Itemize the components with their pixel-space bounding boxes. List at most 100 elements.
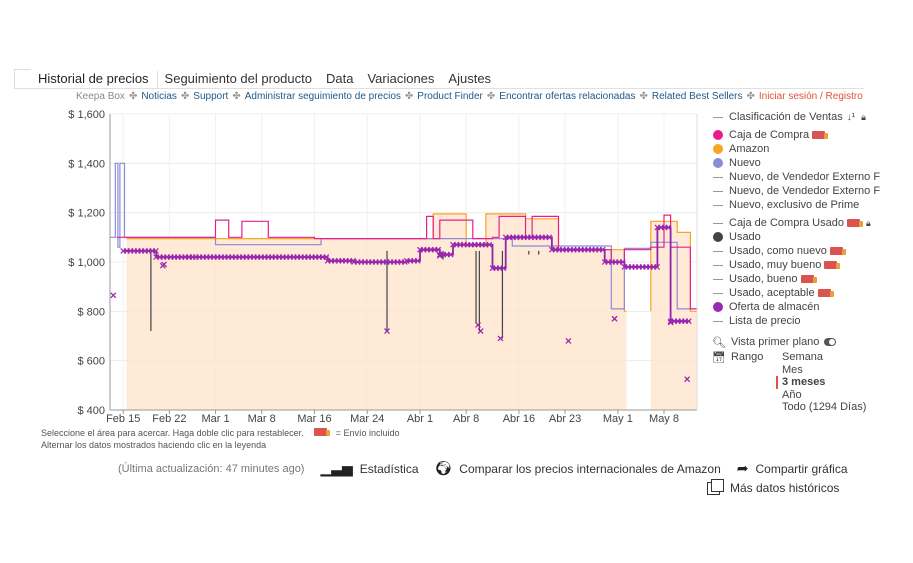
share-chart-button[interactable]: ➦ Compartir gráfica <box>737 460 848 477</box>
separator-icon: ✤ <box>128 91 138 102</box>
range-option[interactable]: 3 meses <box>776 376 866 389</box>
range-option[interactable]: Semana <box>782 351 823 363</box>
magnifier-icon: 🔍︎ <box>712 336 726 349</box>
legend-label: Usado, aceptable <box>729 287 815 299</box>
oferta-marker <box>477 328 484 335</box>
lock-icon: 🔒︎ <box>865 217 871 228</box>
calendar-icon: 📅︎ <box>712 352 726 364</box>
copy-icon <box>707 478 724 495</box>
y-tick-label: $ 1,200 <box>68 208 105 220</box>
legend-item[interactable]: Nuevo, de Vendedor Externo FBA <box>710 170 880 184</box>
separator-icon: ✤ <box>639 91 648 102</box>
legend-label: Usado, bueno <box>729 273 798 285</box>
link-product-finder[interactable]: Product Finder <box>417 91 483 102</box>
link-bar: Keepa Box ✤ Noticias ✤ Support ✤ Administrar s… <box>76 91 863 102</box>
separator-icon: ✤ <box>232 91 241 102</box>
legend-item[interactable]: Oferta de almacén <box>710 300 880 314</box>
oferta-marker <box>435 246 442 253</box>
legend-dot-icon <box>713 302 723 312</box>
link-administrar-seguimiento[interactable]: Administrar seguimiento de precios <box>244 91 401 102</box>
toggle-switch-icon[interactable] <box>824 338 837 346</box>
legend-item[interactable]: Nuevo, de Vendedor Externo FBM <box>710 184 880 198</box>
hint-shipping-text: = Envío incluido <box>335 428 400 438</box>
chart-hint-zoom: Seleccione el área para acercar. Haga do… <box>41 428 399 438</box>
truck-icon <box>846 219 863 227</box>
oferta-marker <box>110 292 117 299</box>
legend-line-icon <box>713 250 723 252</box>
range-option[interactable]: Mes <box>782 363 803 376</box>
legend-item[interactable]: Usado, aceptable <box>710 286 880 300</box>
legend-line-icon <box>713 190 723 192</box>
legend-label: Caja de Compra Usado <box>729 217 844 229</box>
x-tick-label: Mar 1 <box>201 413 229 425</box>
link-iniciar-sesion[interactable]: Iniciar sesión / Registro <box>758 91 863 102</box>
zoom-toggle[interactable]: 🔍︎ Vista primer plano <box>710 335 880 349</box>
legend-item[interactable]: Clasificación de Ventas ↓¹ 🔒︎ <box>710 110 880 124</box>
tab-data[interactable]: Data <box>325 71 354 86</box>
truck-icon <box>824 261 841 269</box>
legend-label: Oferta de almacén <box>729 301 820 313</box>
legend-label: Lista de precio <box>729 315 801 327</box>
oferta-marker <box>384 328 390 335</box>
link-noticias[interactable]: Noticias <box>141 91 177 102</box>
chart-actions: (Última actualización: 47 minutes ago) ▁… <box>118 460 848 477</box>
legend-line-icon <box>713 116 723 118</box>
legend-item[interactable]: Lista de precio <box>710 314 880 328</box>
oferta-marker <box>436 252 443 259</box>
legend-label: Nuevo, de Vendedor Externo FBA <box>729 171 880 183</box>
tab-ajustes[interactable]: Ajustes <box>448 71 492 86</box>
separator-icon: ✤ <box>746 91 755 102</box>
legend-label: Amazon <box>729 143 770 155</box>
range-label: Rango <box>730 351 764 363</box>
range-option[interactable]: Todo (1294 Días) <box>782 401 867 413</box>
amazon-series-line <box>650 220 697 312</box>
legend-item[interactable]: Usado, bueno <box>710 272 880 286</box>
keepa-box-label: Keepa Box <box>76 91 125 102</box>
lock-icon: 🔒︎ <box>861 111 866 122</box>
legend-item[interactable]: Caja de Compra <box>710 128 880 142</box>
legend-label: Nuevo, exclusivo de Prime <box>729 199 860 211</box>
legend-item[interactable]: Caja de Compra Usado 🔒︎ <box>710 216 880 230</box>
legend-item[interactable]: Usado, como nuevo <box>710 244 880 258</box>
oferta-marker <box>611 315 618 322</box>
chart-axes: $ 400 $ 600 $ 800 $ 1,000 $ 1,200 $ 1,400 $ 1,… <box>68 109 698 425</box>
compare-prices-button[interactable]: 🌍︎ Comparar los precios internacionales … <box>435 460 721 477</box>
x-tick-label: Abr 16 <box>503 413 535 425</box>
last-updated: (Última actualización: 47 minutes ago) <box>118 462 305 475</box>
link-encontrar-ofertas[interactable]: Encontrar ofertas relacionadas <box>499 91 636 102</box>
legend-item[interactable]: Usado <box>710 230 880 244</box>
x-tick-label: Mar 24 <box>350 413 384 425</box>
tab-variaciones[interactable]: Variaciones <box>367 71 435 86</box>
link-related-best-sellers[interactable]: Related Best Sellers <box>651 91 743 102</box>
legend-item[interactable]: Nuevo, exclusivo de Prime <box>710 198 880 212</box>
y-tick-label: $ 800 <box>77 306 105 318</box>
legend-item[interactable]: Usado, muy bueno <box>710 258 880 272</box>
share-chart-label: Compartir gráfica <box>755 461 848 476</box>
oferta-marker <box>665 224 672 231</box>
separator-icon: ✤ <box>404 91 414 102</box>
range-option[interactable]: Año <box>782 388 802 401</box>
tab-seguimiento-del-producto[interactable]: Seguimiento del producto <box>164 71 312 86</box>
legend-label: Usado, como nuevo <box>729 245 827 257</box>
truck-icon <box>817 289 834 297</box>
x-tick-label: May 8 <box>649 413 679 425</box>
oferta-marker <box>565 337 572 344</box>
amazon-area <box>126 213 627 410</box>
chart-hint-legend: Alternar los datos mostrados haciendo cl… <box>41 440 267 450</box>
legend-items: Clasificación de Ventas ↓¹ 🔒︎ Caja de Compr… <box>710 110 880 328</box>
more-history-button[interactable]: Más datos históricos <box>707 478 839 495</box>
bar-chart-icon: ▁▃▅ <box>320 460 353 476</box>
y-tick-label: $ 1,600 <box>68 109 105 121</box>
oferta-marker <box>500 265 507 272</box>
truck-icon <box>829 247 846 255</box>
legend-item[interactable]: Nuevo <box>710 156 880 170</box>
oferta-marker <box>475 321 481 328</box>
link-support[interactable]: Support <box>193 91 229 102</box>
legend-item[interactable]: Amazon <box>710 142 880 156</box>
caja-de-compra-series-line <box>116 214 697 310</box>
statistics-button[interactable]: ▁▃▅ Estadística <box>320 460 418 477</box>
tab-bar: Historial de precios Seguimiento del pro… <box>14 68 864 89</box>
tab-historial-de-precios[interactable]: Historial de precios <box>31 71 158 88</box>
x-tick-label: Abr 1 <box>407 413 433 425</box>
